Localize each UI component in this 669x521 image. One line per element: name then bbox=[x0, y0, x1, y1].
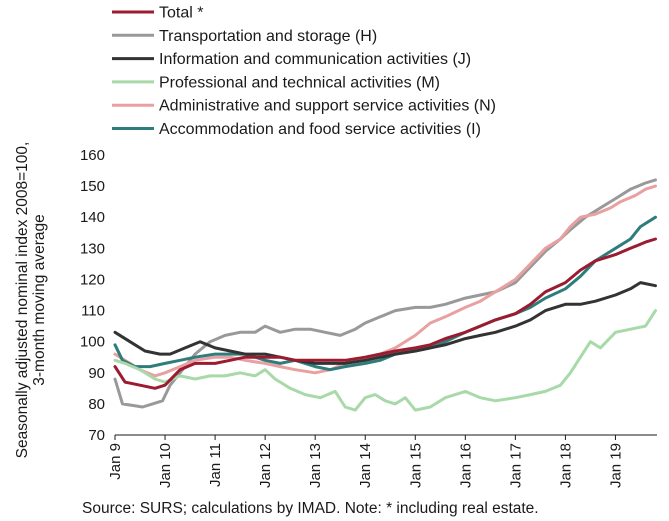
chart-axes: 70 80 90 100 110 120 130 140 150 160 Jan 9 Jan 10 Ja… bbox=[80, 147, 657, 488]
x-tick-label: Jan 13 bbox=[307, 443, 324, 488]
x-tick-label: Jan 16 bbox=[457, 443, 474, 488]
y-tick-label: 160 bbox=[80, 147, 105, 164]
y-tick-label: 70 bbox=[88, 427, 105, 444]
y-tick-label: 80 bbox=[88, 396, 105, 413]
series-line bbox=[113, 184, 657, 378]
series-line bbox=[113, 178, 657, 409]
x-tick-label: Jan 15 bbox=[407, 443, 424, 488]
x-tick-label: Jan 11 bbox=[207, 443, 224, 487]
legend-label: Accommodation and food service activitie… bbox=[159, 121, 481, 138]
x-tick-label: Jan 18 bbox=[557, 443, 574, 488]
x-tick-label: Jan 10 bbox=[157, 443, 174, 488]
x-tick-label: Jan 9 bbox=[107, 443, 124, 480]
y-axis-label-line: Seasonally adjusted nominal index 2008=1… bbox=[14, 142, 31, 459]
x-tick-label: Jan 12 bbox=[257, 443, 274, 488]
y-tick-label: 100 bbox=[80, 334, 105, 351]
legend-label: Transportation and storage (H) bbox=[159, 28, 377, 45]
y-tick-label: 120 bbox=[80, 271, 105, 288]
x-tick-label: Jan 19 bbox=[607, 443, 624, 488]
y-tick-label: 150 bbox=[80, 178, 105, 195]
legend-label: Information and communication activities… bbox=[159, 51, 471, 68]
y-tick-label: 90 bbox=[88, 365, 105, 382]
series-line bbox=[113, 237, 657, 390]
x-tick-label: Jan 17 bbox=[507, 443, 524, 488]
series-line bbox=[113, 309, 657, 412]
y-axis-label: Seasonally adjusted nominal index 2008=1… bbox=[14, 142, 48, 459]
y-tick-label: 140 bbox=[80, 209, 105, 226]
chart-legend: Total * Transportation and storage (H) Inf… bbox=[112, 5, 496, 138]
y-axis-label-line: 3-month moving average bbox=[31, 214, 48, 385]
series-line bbox=[113, 215, 657, 372]
x-tick-label: Jan 14 bbox=[357, 443, 374, 488]
series-line bbox=[113, 281, 657, 365]
legend-label: Total * bbox=[159, 5, 203, 22]
legend-label: Professional and technical activities (M… bbox=[159, 74, 440, 91]
legend-label: Administrative and support service activ… bbox=[159, 98, 496, 115]
source-note: Source: SURS; calculations by IMAD. Note… bbox=[82, 500, 539, 517]
chart-series-group bbox=[113, 178, 657, 412]
y-tick-label: 110 bbox=[81, 303, 105, 320]
y-tick-label: 130 bbox=[80, 240, 105, 257]
